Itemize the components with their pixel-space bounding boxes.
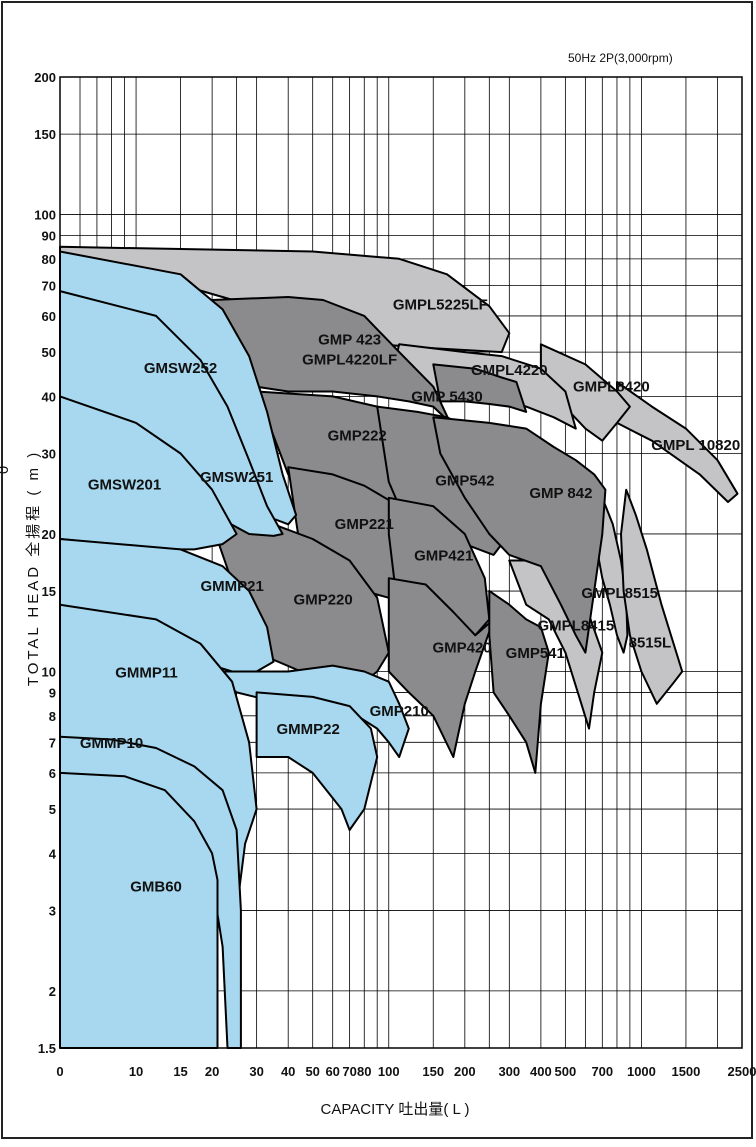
label-gmp-5430: GMP 5430 [411,388,482,405]
region-gmp-842 [432,416,607,654]
region-labels: GMPL 10820 GMPL8420 GMPL5225LF GMPL4220 GMPL… [80,296,740,895]
label-gmp-842: GMP 842 [529,485,592,502]
x-tick-label-0: 0 [56,1064,63,1079]
x-tick-label-14: 400 [530,1064,552,1079]
y-tick-label-6: 7 [49,735,56,750]
label-8515l: 8515L [629,634,672,651]
y-tick-label-19: 100 [34,208,56,223]
y-tick-label-5: 6 [49,766,56,781]
x-tick-label-17: 1000 [627,1064,656,1079]
x-tick-label-7: 60 [325,1064,339,1079]
y-axis-cut-off-prefix: 0 [0,466,12,474]
label-gmpl8515: GMPL8515 [581,585,658,602]
y-tick-label-1: 2 [49,984,56,999]
y-axis-title: TOTAL HEAD 全揚程 ( m ) [24,450,42,686]
x-tick-label-5: 40 [281,1064,295,1079]
pump-regions [59,245,739,1049]
y-tick-label-16: 70 [42,278,56,293]
x-tick-label-6: 50 [305,1064,319,1079]
region-gmpl-10820 [616,381,739,503]
label-gmpl-10820: GMPL 10820 [651,437,740,454]
label-gmp420: GMP420 [432,640,491,657]
plot-border [59,76,743,1049]
label-gmp542: GMP542 [435,473,494,490]
y-tick-label-9: 10 [42,665,56,680]
y-tick-label-20: 150 [34,127,56,142]
label-gmp210: GMP210 [370,703,429,720]
label-gmmp22: GMMP22 [277,721,340,738]
x-axis-title: CAPACITY 吐出量( L ) [321,1101,470,1118]
x-tick-label-1: 10 [129,1064,143,1079]
y-tick-label-12: 30 [42,446,56,461]
x-tick-label-11: 150 [422,1064,444,1079]
y-tick-label-15: 60 [42,309,56,324]
label-gmmp10: GMMP10 [80,735,143,752]
y-tick-label-0: 1.5 [38,1041,56,1056]
x-tick-label-3: 20 [205,1064,219,1079]
y-tick-label-3: 4 [49,846,57,861]
label-gmp-423-gmpl4220lf: GMP 423 GMPL4220LF [302,331,397,368]
x-tick-labels: 0 10 15 20 30 40 50 60 70 80 100 150 200 300 400 500 700… [56,1064,756,1079]
region-gmp-5430 [432,363,528,413]
x-tick-label-15: 500 [555,1064,577,1079]
y-tick-label-21: 200 [34,70,56,85]
y-tick-label-14: 50 [42,345,56,360]
label-gmsw251: GMSW251 [200,469,273,486]
region-8515l [620,488,684,705]
label-gmmp11: GMMP11 [115,665,178,682]
x-tick-label-8: 70 [342,1064,356,1079]
label-gmp221: GMP221 [335,516,394,533]
label-gmpl8415: GMPL8415 [537,617,614,634]
label-gmpl8420: GMPL8420 [573,378,650,395]
y-tick-label-18: 90 [42,228,56,243]
x-tick-label-18: 1500 [671,1064,700,1079]
y-tick-labels: 1.5 2 3 4 5 6 7 8 9 10 15 20 30 40 50 60 70 80 90 100 150 200 [34,70,56,1056]
x-tick-label-10: 100 [378,1064,400,1079]
label-gmp220: GMP220 [294,592,353,609]
label-gmpl4220: GMPL4220 [471,362,548,379]
region-gmp-423-gmpl4220lf [211,296,452,424]
region-gmmp22 [255,691,379,831]
label-gmp222: GMP222 [328,428,387,445]
label-gmp421: GMP421 [414,547,473,564]
y-tick-label-17: 80 [42,252,56,267]
label-gmp541: GMP541 [506,645,565,662]
y-tick-label-13: 40 [42,389,56,404]
label-gmpl5225lf: GMPL5225LF [393,296,488,313]
x-tick-label-13: 300 [498,1064,520,1079]
label-gmb60: GMB60 [130,879,182,896]
y-tick-label-10: 15 [42,584,56,599]
y-tick-label-7: 8 [49,709,56,724]
x-tick-label-16: 700 [591,1064,613,1079]
label-gmmp21: GMMP21 [200,578,263,595]
region-gmp541 [488,590,550,774]
x-tick-label-2: 15 [173,1064,187,1079]
label-gmsw252: GMSW252 [144,360,217,377]
y-tick-label-11: 20 [42,527,56,542]
y-tick-label-2: 3 [49,903,56,918]
y-tick-label-8: 9 [49,685,56,700]
x-tick-label-9: 80 [357,1064,371,1079]
chart-subtitle: 50Hz 2P(3,000rpm) [568,51,673,65]
x-tick-label-12: 200 [454,1064,476,1079]
label-gmsw201: GMSW201 [88,477,161,494]
x-tick-label-4: 30 [249,1064,263,1079]
y-tick-label-4: 5 [49,802,56,817]
x-tick-label-19: 2500 [728,1064,756,1079]
region-gmp420 [387,577,495,758]
